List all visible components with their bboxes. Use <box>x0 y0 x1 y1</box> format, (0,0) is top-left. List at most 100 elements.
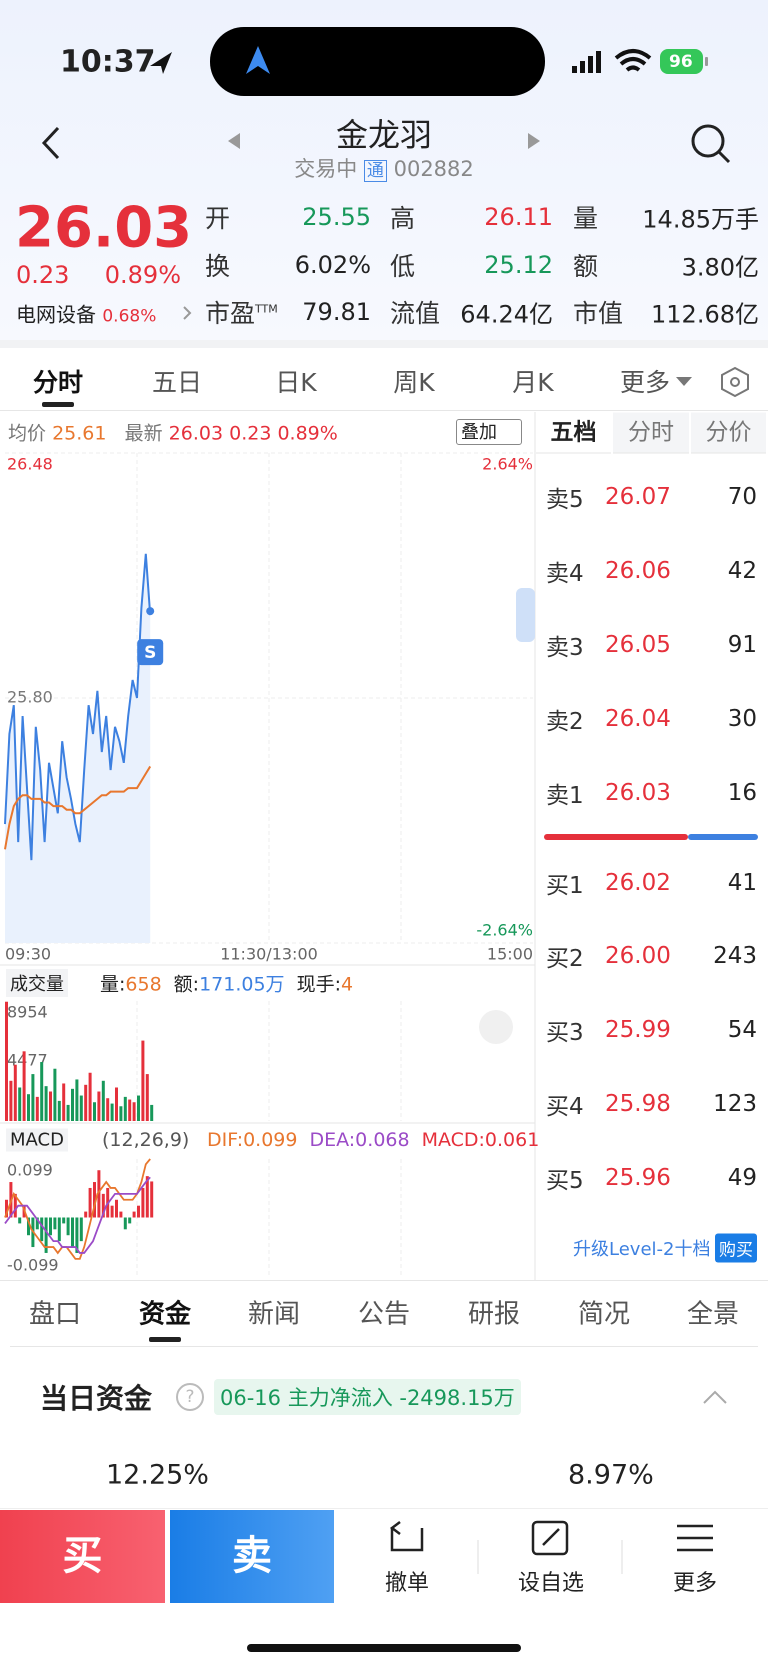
stat-label: 市盈TTM <box>205 299 278 328</box>
avg-value: 25.61 <box>52 422 107 445</box>
period-tab[interactable]: 月K <box>512 368 554 397</box>
macd-bar <box>123 1217 127 1230</box>
more-icon <box>677 1524 713 1552</box>
back-button[interactable] <box>41 126 60 160</box>
expand-button <box>479 1010 513 1044</box>
macd-bar <box>71 1217 74 1248</box>
volume-bar <box>71 1088 74 1121</box>
macd-bar <box>93 1182 96 1218</box>
y2-tick-label: -2.64% <box>476 921 533 940</box>
book-tab[interactable]: 分价 <box>691 412 766 454</box>
book-price: 26.07 <box>605 484 671 510</box>
info-tab[interactable]: 全景 <box>686 1299 739 1330</box>
macd-bar <box>137 1205 140 1218</box>
stat-value: 26.11 <box>484 203 553 231</box>
macd-bar <box>141 1187 145 1218</box>
info-tab[interactable]: 研报 <box>467 1299 520 1330</box>
book-volume: 42 <box>727 558 757 584</box>
period-tab[interactable]: 日K <box>275 368 317 397</box>
buy-button[interactable]: 买 <box>0 1510 165 1603</box>
latest-pct: 0.89% <box>277 422 338 445</box>
tab-indicator <box>42 402 74 407</box>
buy-badge[interactable]: 购买 <box>715 1233 757 1263</box>
info-tab[interactable]: 简况 <box>577 1299 630 1330</box>
stat-label: 高 <box>390 204 416 233</box>
info-tab-bg <box>0 1280 768 1281</box>
volume-bar <box>137 1095 140 1121</box>
volume-bar <box>62 1083 66 1121</box>
book-price: 25.96 <box>605 1165 671 1191</box>
book-label: 买1 <box>546 873 584 899</box>
stat-value: 4 <box>340 973 354 996</box>
upgrade-link[interactable]: 升级Level-2十档 <box>573 1239 711 1260</box>
info-tab[interactable]: 公告 <box>357 1299 410 1330</box>
macd-bar <box>62 1217 66 1224</box>
period-tab[interactable]: 周K <box>393 368 435 397</box>
help-icon[interactable]: ? <box>176 1383 204 1411</box>
next-stock[interactable] <box>528 133 540 149</box>
info-tab[interactable]: 新闻 <box>247 1299 300 1330</box>
volume-bar <box>53 1068 57 1121</box>
period-tab[interactable]: 更多 <box>619 368 670 397</box>
book-label: 卖2 <box>546 709 584 735</box>
macd-bar <box>115 1199 118 1218</box>
chart-label: MACD <box>6 1128 68 1152</box>
side-handle <box>516 588 535 642</box>
chart-params: (12,26,9) <box>102 1129 190 1151</box>
book-volume: 54 <box>727 1017 757 1043</box>
action-item[interactable]: 设自选 <box>517 1571 584 1596</box>
stat-value: 3.80亿 <box>681 253 759 282</box>
action-item[interactable]: 撤单 <box>384 1571 429 1596</box>
avg-label: 均价 <box>8 422 47 445</box>
macd-bar <box>5 1199 8 1218</box>
book-label: 卖3 <box>546 635 584 661</box>
sell-button[interactable]: 卖 <box>170 1510 334 1603</box>
info-tab[interactable]: 盘口 <box>28 1299 81 1330</box>
stat-label: 额: <box>173 973 200 996</box>
stat-value: 658 <box>125 973 162 996</box>
y-tick-label: 8954 <box>7 1003 48 1022</box>
dynamic-island <box>210 27 545 96</box>
stat-label: 开 <box>205 204 231 233</box>
volume-bar <box>57 1100 61 1121</box>
y-tick-label: 0.099 <box>7 1161 53 1180</box>
book-label: 卖5 <box>546 487 584 513</box>
stat-sup: TTM <box>255 302 278 316</box>
book-tab[interactable]: 五档 <box>536 412 611 454</box>
book-tab[interactable]: 分时 <box>613 412 689 454</box>
signal-marker <box>137 639 164 666</box>
x-tick-label: 15:00 <box>487 945 533 964</box>
period-tab[interactable]: 五日 <box>151 368 202 397</box>
macd-bar <box>110 1205 114 1218</box>
fund-right-pct: 8.97% <box>568 1459 654 1491</box>
overlay-button[interactable]: 叠加 <box>456 419 522 445</box>
info-tab[interactable]: 资金 <box>138 1299 191 1330</box>
stat-label: 市值 <box>573 299 624 328</box>
collapse-icon[interactable] <box>700 1385 730 1409</box>
search-button[interactable] <box>691 124 725 158</box>
macd-bar <box>18 1217 22 1224</box>
latest-label: 最新 <box>124 422 163 445</box>
volume-bar <box>66 1104 70 1121</box>
period-tab[interactable]: 分时 <box>32 368 83 397</box>
volume-bar <box>44 1086 48 1121</box>
book-label: 卖1 <box>546 783 584 809</box>
book-bar-bid <box>688 834 758 840</box>
home-indicator <box>247 1644 521 1652</box>
volume-bar <box>31 1074 35 1121</box>
volume-bar <box>145 1074 149 1121</box>
book-label: 卖4 <box>546 561 584 587</box>
book-volume: 91 <box>727 632 757 658</box>
volume-bar <box>88 1072 92 1121</box>
chrome-icons <box>41 27 731 320</box>
volume-bar <box>101 1080 105 1121</box>
tab-decor <box>42 366 749 407</box>
book-price: 26.03 <box>605 780 671 806</box>
prev-stock[interactable] <box>228 133 240 149</box>
signal-icon <box>572 51 601 73</box>
action-item[interactable]: 更多 <box>672 1571 717 1596</box>
macd-bar <box>128 1217 132 1224</box>
chart-stat: MACD:0.061 <box>421 1129 540 1151</box>
macd-bar <box>150 1181 154 1218</box>
settings-icon[interactable] <box>721 366 749 398</box>
